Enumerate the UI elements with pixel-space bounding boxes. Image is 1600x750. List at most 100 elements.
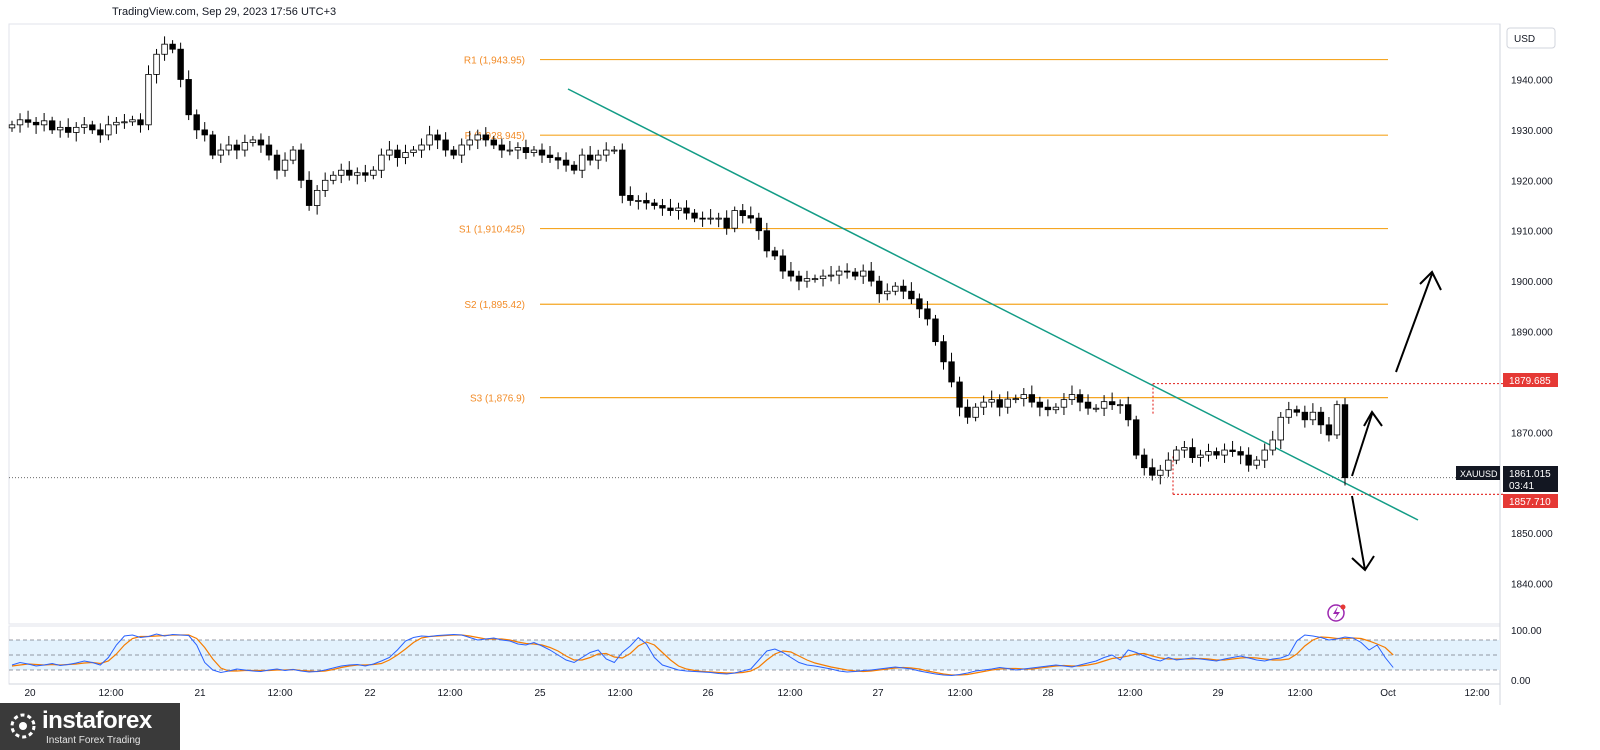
candle-body (691, 212, 698, 219)
candle-body (530, 149, 538, 153)
candle-body (908, 290, 915, 300)
candle-body (1181, 447, 1188, 451)
candle-body (940, 341, 947, 363)
pivot-label: S1 (1,910.425) (459, 225, 525, 236)
candle-body (233, 144, 241, 151)
pivot-label: S2 (1,895.42) (464, 300, 525, 311)
candle-body (635, 200, 642, 202)
candle-body (1084, 401, 1092, 409)
candle-body (418, 144, 425, 151)
candle-body (1229, 449, 1236, 452)
candle-body (56, 126, 64, 131)
candle-body (843, 270, 851, 273)
stoch-layer (11, 633, 1394, 677)
candle-body (980, 401, 987, 408)
candle-body (1173, 449, 1180, 461)
pivot-label: S3 (1,876.9) (470, 394, 525, 405)
candle-body (482, 134, 489, 141)
candle-body (795, 275, 803, 282)
y-tick-label: 1850.000 (1511, 529, 1553, 540)
candle-body (739, 210, 746, 216)
x-tick-label: 25 (534, 688, 546, 699)
candle-body (1020, 394, 1027, 400)
stoch-tick-label: 0.00 (1511, 676, 1531, 687)
candle-body (779, 255, 787, 272)
candle-body (273, 154, 281, 171)
candle-layer (8, 36, 1349, 486)
candle-body (586, 154, 594, 161)
arrow-up-short (1351, 410, 1383, 477)
arrow-down (1351, 495, 1375, 572)
candle-body (498, 144, 506, 151)
candle-body (763, 230, 771, 252)
candle-body (578, 154, 586, 171)
candle-body (538, 149, 546, 156)
candle-body (209, 134, 216, 156)
trendline (567, 88, 1419, 521)
candle-body (554, 157, 562, 161)
symbol-tag: XAUUSD (1456, 466, 1500, 480)
candle-body (217, 149, 224, 156)
candle-body (1157, 469, 1164, 476)
main-pane[interactable] (8, 23, 1501, 625)
lightning-icon[interactable] (1327, 604, 1346, 622)
candle-body (514, 147, 522, 151)
candle-body (562, 159, 570, 166)
candle-body (40, 120, 48, 126)
brand-mark-icon (10, 713, 36, 739)
candle-body (297, 149, 305, 181)
candle-body (265, 144, 273, 156)
candle-body (305, 179, 313, 206)
candle-body (1245, 454, 1252, 466)
candle-body (241, 142, 249, 151)
candle-body (803, 278, 811, 282)
candle-body (1285, 409, 1292, 418)
candle-body (185, 79, 192, 116)
candle-body (450, 149, 457, 156)
arrow-up-long (1395, 270, 1442, 373)
candle-body (1092, 407, 1100, 410)
candle-body (924, 308, 931, 320)
candle-body (1012, 398, 1019, 401)
candle-body (851, 271, 859, 277)
x-tick-label: Oct (1380, 688, 1396, 699)
candle-body (1052, 406, 1060, 411)
range-low-tag: 1857.710 (1503, 494, 1558, 508)
candle-body (65, 126, 72, 133)
x-tick-label: 12:00 (777, 688, 802, 699)
brand-logo: instaforex Instant Forex Trading (0, 703, 180, 750)
pivot-label: R1 (1,943.95) (464, 56, 525, 67)
stoch-tick-label: 100.00 (1511, 626, 1542, 637)
candle-body (89, 124, 96, 131)
candle-body (723, 217, 730, 229)
candle-body (354, 172, 361, 176)
candle-body (1044, 406, 1052, 411)
candle-body (1189, 447, 1196, 459)
candle-body (378, 154, 385, 171)
candle-body (884, 290, 891, 295)
candle-body (603, 149, 610, 156)
candle-body (1237, 451, 1244, 456)
y-tick-label: 1870.000 (1511, 428, 1553, 439)
candle-body (964, 406, 971, 418)
candle-body (466, 139, 473, 146)
candle-body (619, 149, 626, 196)
candle-body (892, 285, 899, 292)
candle-body (24, 119, 32, 123)
candle-body (474, 134, 481, 141)
candle-body (715, 217, 722, 220)
x-tick-label: 12:00 (1287, 688, 1312, 699)
y-tick-label: 1890.000 (1511, 328, 1553, 339)
candle-body (289, 149, 297, 161)
candle-body (81, 124, 88, 128)
candle-body (506, 149, 514, 152)
candle-body (683, 207, 690, 214)
candle-body (811, 278, 819, 281)
candle-body (394, 149, 401, 159)
candle-body (1124, 404, 1132, 421)
candle-body (1100, 401, 1108, 409)
candle-body (313, 189, 321, 206)
x-tick-label: 27 (872, 688, 884, 699)
currency-button[interactable] (1506, 27, 1556, 49)
